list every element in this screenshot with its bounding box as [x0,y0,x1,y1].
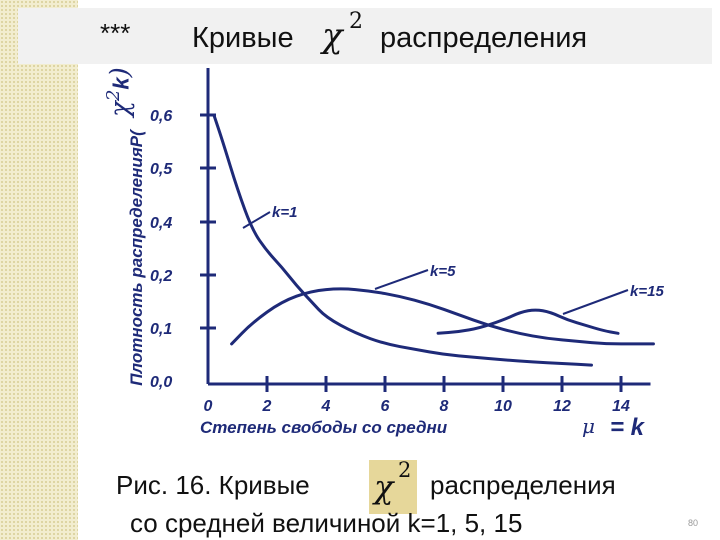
caption-line2: со средней величиной k=1, 5, 15 [130,508,523,538]
annotation-label: k=1 [272,204,297,221]
x-axis-equals-k: = k [610,414,646,441]
page-number: 80 [688,518,699,528]
title-word-curves: Кривые [192,22,294,54]
x-tick-label: 8 [440,398,449,415]
caption-chi-highlight [369,460,417,514]
x-tick-label: 0 [204,398,213,415]
x-axis-mu: μ [582,414,595,438]
x-tick-label: 10 [494,398,512,415]
x-tick-label: 12 [553,398,571,415]
x-tick-label: 14 [612,398,630,415]
x-axis-label: Степень свободы со средни [200,418,448,437]
annotation-label: k=15 [630,283,664,300]
y-tick-label: 0,2 [150,268,172,285]
caption-chi-superscript: 2 [398,458,412,482]
decorative-side-strip [0,0,78,540]
y-tick-label: 0,1 [150,321,172,338]
chart-axes: 0,0 0,1 0,2 0,4 0,5 0,6 0 2 4 6 8 10 12 14 [150,68,651,415]
series-line-2 [230,287,655,346]
annotation-leader [242,211,271,229]
title-word-distribution: распределения [380,22,588,54]
caption-line1-part2: распределения [430,470,616,500]
annotation-leader [562,289,629,315]
annotation-label: k=5 [430,263,456,280]
y-tick-label: 0,5 [150,161,173,178]
caption-line1-part1: Рис. 16. Кривые [116,470,310,500]
x-tick-label: 6 [381,398,390,415]
annotation-leader [374,269,429,290]
title-chi-superscript: 2 [349,9,363,34]
series-line-3 [436,308,620,335]
x-tick-label: 4 [321,398,331,415]
y-tick-label: 0,6 [150,108,172,125]
chart-annotations: k=1 k=5 k=15 [242,204,664,315]
y-tick-label: 0,0 [150,374,172,391]
title-bar [18,8,712,64]
chart-series [212,113,655,367]
title-stars: *** [100,18,131,48]
title-chi-symbol: χ [322,16,343,56]
series-line-1 [212,113,593,367]
caption-chi-symbol: χ [374,468,394,506]
x-tick-label: 2 [262,398,272,415]
y-tick-label: 0,4 [150,215,172,232]
